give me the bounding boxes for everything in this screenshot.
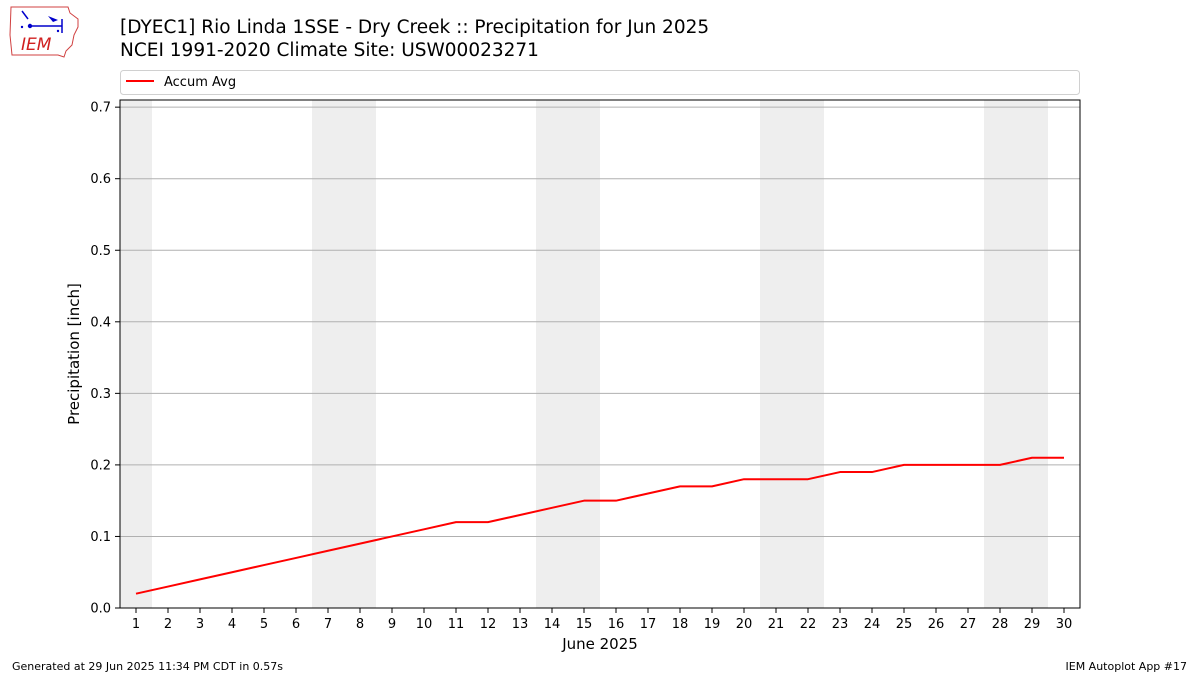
x-tick-label: 7: [324, 617, 332, 632]
x-axis-label: June 2025: [561, 635, 638, 653]
x-tick-label: 17: [640, 617, 657, 632]
series-layer: [135, 456, 1065, 595]
x-tick-label: 21: [768, 617, 785, 632]
x-tick-label: 3: [196, 617, 204, 632]
x-tick-label: 27: [960, 617, 977, 632]
x-tick-label: 18: [672, 617, 689, 632]
x-tick-label: 4: [228, 617, 236, 632]
x-tick-label: 2: [164, 617, 172, 632]
x-tick-label: 14: [544, 617, 561, 632]
y-axis-ticks: 0.0 0.1 0.2 0.3 0.4 0.5 0.6 0.7: [90, 101, 120, 617]
legend-box: [120, 70, 1080, 95]
chart-subtitle: NCEI 1991-2020 Climate Site: USW00023271: [120, 40, 539, 61]
iem-logo: IEM: [8, 5, 80, 63]
chart-title: [DYEC1] Rio Linda 1SSE - Dry Creek :: Pr…: [120, 17, 710, 38]
y-tick-label: 0.0: [90, 602, 111, 617]
weekend-shading: [120, 100, 1048, 608]
y-tick-label: 0.7: [90, 101, 111, 116]
weekend-band-3: [760, 100, 824, 608]
x-tick-label: 19: [704, 617, 721, 632]
iowa-map-icon: IEM: [9, 6, 79, 58]
x-tick-label: 11: [448, 617, 465, 632]
plot-frame: [119, 99, 1081, 609]
x-tick-label: 22: [800, 617, 817, 632]
series-line-0: [135, 456, 1064, 595]
x-tick-label: 24: [864, 617, 881, 632]
weekend-band-1: [312, 100, 376, 608]
footer-app-text: IEM Autoplot App #17: [1065, 660, 1188, 673]
x-tick-label: 29: [1024, 617, 1041, 632]
x-tick-label: 12: [480, 617, 497, 632]
x-tick-label: 6: [292, 617, 300, 632]
y-tick-label: 0.2: [90, 458, 111, 473]
x-tick-label: 9: [388, 617, 396, 632]
y-tick-label: 0.4: [90, 315, 111, 330]
svg-text:IEM: IEM: [21, 35, 52, 55]
footer-generated-text: Generated at 29 Jun 2025 11:34 PM CDT in…: [12, 660, 284, 673]
y-tick-label: 0.5: [90, 244, 111, 259]
weekend-band-0: [120, 100, 152, 608]
y-tick-label: 0.3: [90, 387, 111, 402]
legend: Accum Avg: [120, 70, 1080, 95]
legend-label: Accum Avg: [164, 75, 236, 90]
x-tick-label: 8: [356, 617, 364, 632]
y-tick-label: 0.6: [90, 172, 111, 187]
x-tick-label: 20: [736, 617, 753, 632]
x-tick-label: 1: [132, 617, 140, 632]
y-tick-label: 0.1: [90, 530, 111, 545]
x-tick-label: 25: [896, 617, 913, 632]
x-axis-ticks: 1 2 3 4 5 6 7 8 9 10 11 12 13 14 15 16 17 18 19 20 21 22 23 24 2…: [132, 608, 1072, 632]
x-tick-label: 5: [260, 617, 268, 632]
x-tick-label: 26: [928, 617, 945, 632]
x-tick-label: 23: [832, 617, 849, 632]
y-axis-label: Precipitation [inch]: [65, 283, 83, 425]
x-tick-label: 30: [1056, 617, 1073, 632]
x-tick-label: 10: [416, 617, 433, 632]
x-tick-label: 28: [992, 617, 1009, 632]
weekend-band-4: [984, 100, 1048, 608]
x-tick-label: 13: [512, 617, 529, 632]
x-tick-label: 16: [608, 617, 625, 632]
weekend-band-2: [536, 100, 600, 608]
x-tick-label: 15: [576, 617, 593, 632]
